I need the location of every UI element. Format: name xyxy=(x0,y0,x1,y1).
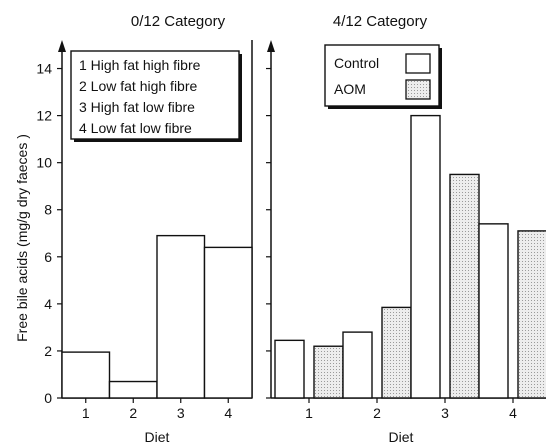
y-tick-label: 10 xyxy=(36,155,52,171)
bar-diet-3-control xyxy=(410,114,441,399)
y-tick-label: 0 xyxy=(44,390,52,406)
y-tick-label: 8 xyxy=(44,202,52,218)
x-axis-label-left: Diet xyxy=(145,429,170,445)
bar-diet-1-control xyxy=(274,339,305,399)
x-tick-label: 4 xyxy=(224,405,232,421)
y-axis-label: Free bile acids (mg/g dry faeces ) xyxy=(14,134,30,342)
x-tick-label: 4 xyxy=(509,405,517,421)
y-tick-label: 6 xyxy=(44,249,52,265)
x-tick-label: 2 xyxy=(373,405,381,421)
legend-entry: AOM xyxy=(334,81,366,97)
bar-diet-3-aom xyxy=(449,173,480,399)
legend-box-left xyxy=(70,50,240,140)
legend-entry: Control xyxy=(334,55,379,71)
bar-diet-4 xyxy=(203,246,253,399)
bar-diet-2-control xyxy=(342,331,373,399)
legend-entry: 3 High fat low fibre xyxy=(79,99,195,115)
bar-diet-3 xyxy=(156,234,206,399)
y-tick-label: 12 xyxy=(36,108,52,124)
x-tick-label: 1 xyxy=(305,405,313,421)
y-tick-label: 2 xyxy=(44,343,52,359)
legend-entry: 4 Low fat low fibre xyxy=(79,120,192,136)
y-axis-arrow-left xyxy=(58,40,66,52)
bar-diet-2-aom xyxy=(381,306,412,399)
bar-diet-2 xyxy=(108,380,158,399)
x-tick-label: 3 xyxy=(441,405,449,421)
panel-title-right: 4/12 Category xyxy=(333,13,428,30)
legend-swatch-control xyxy=(405,53,431,74)
bar-diet-4-aom xyxy=(517,230,546,399)
x-tick-label: 1 xyxy=(82,405,90,421)
bar-diet-4-control xyxy=(478,223,509,399)
bar-diet-1 xyxy=(61,351,111,399)
x-axis-label-right: Diet xyxy=(389,429,414,445)
y-tick-label: 4 xyxy=(44,296,52,312)
y-tick-label: 14 xyxy=(36,61,52,77)
x-tick-label: 3 xyxy=(177,405,185,421)
x-tick-label: 2 xyxy=(129,405,137,421)
y-axis-arrow-right xyxy=(267,40,275,52)
panel-title-left: 0/12 Category xyxy=(131,13,226,30)
legend-swatch-aom xyxy=(405,79,431,100)
bar-diet-1-aom xyxy=(313,345,344,399)
legend-entry: 2 Low fat high fibre xyxy=(79,78,198,94)
legend-entry: 1 High fat high fibre xyxy=(79,57,201,73)
